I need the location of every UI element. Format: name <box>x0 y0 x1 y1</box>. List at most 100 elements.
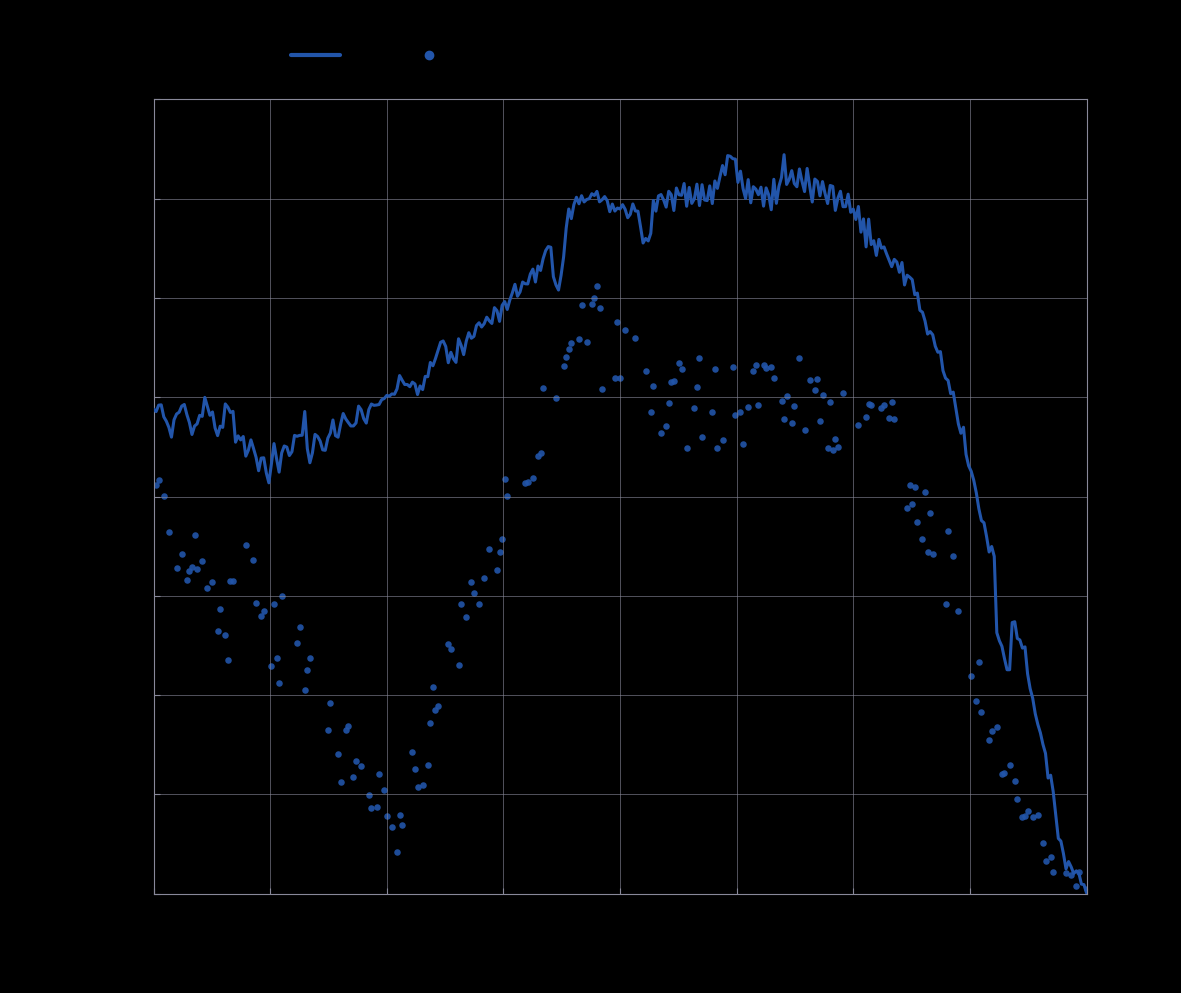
Point <box>1013 808 1032 824</box>
Point <box>882 394 901 410</box>
Point <box>777 388 796 404</box>
Point <box>587 278 606 294</box>
Point <box>1007 791 1026 807</box>
Point <box>828 439 847 455</box>
Point <box>1016 807 1035 823</box>
Point <box>210 601 229 617</box>
Point <box>849 417 868 433</box>
Point <box>898 499 916 515</box>
Point <box>424 678 443 694</box>
Point <box>757 360 776 376</box>
Point <box>764 370 783 386</box>
Point <box>346 753 365 769</box>
Point <box>221 573 240 589</box>
Point <box>488 562 507 578</box>
Point <box>744 363 763 379</box>
Point <box>967 693 986 709</box>
Point <box>611 370 629 386</box>
Point <box>880 410 899 426</box>
Point <box>1044 864 1063 880</box>
Point <box>805 381 824 397</box>
Point <box>987 719 1006 735</box>
Point <box>1023 808 1042 824</box>
Point <box>810 413 829 429</box>
Point <box>637 362 655 378</box>
Point <box>659 395 678 411</box>
Point <box>1069 864 1088 880</box>
Point <box>562 335 581 351</box>
Point <box>273 588 292 604</box>
Point <box>321 695 340 711</box>
Point <box>1036 853 1055 869</box>
Point <box>615 322 634 338</box>
Point <box>247 595 266 611</box>
Point <box>554 358 573 374</box>
Point <box>906 480 925 496</box>
Point <box>523 470 542 486</box>
Point <box>762 359 781 375</box>
Point <box>902 496 921 511</box>
Point <box>749 397 768 413</box>
Point <box>495 471 514 487</box>
Point <box>705 361 724 377</box>
Point <box>492 530 511 546</box>
Point <box>731 404 750 420</box>
Point <box>208 623 227 638</box>
Point <box>339 718 358 734</box>
Point <box>387 844 406 860</box>
Point <box>518 474 537 490</box>
Point <box>367 798 386 814</box>
Point <box>418 757 437 773</box>
Point <box>626 331 645 347</box>
Point <box>159 524 178 540</box>
Point <box>267 649 286 665</box>
Point <box>918 544 937 560</box>
Point <box>359 787 378 803</box>
Point <box>775 410 794 426</box>
Point <box>1077 881 1096 897</box>
Point <box>795 422 814 438</box>
Point <box>913 530 932 546</box>
Point <box>703 404 722 420</box>
Point <box>1000 758 1019 774</box>
Point <box>291 620 309 636</box>
Point <box>1042 849 1061 865</box>
Point <box>692 429 711 445</box>
Point <box>948 604 967 620</box>
Point <box>390 807 409 823</box>
Point <box>464 585 483 601</box>
Point <box>939 522 958 538</box>
Point <box>569 331 588 347</box>
Point <box>560 342 579 357</box>
Point <box>457 609 476 625</box>
Point <box>374 782 393 798</box>
Point <box>146 477 165 493</box>
Point <box>970 654 988 670</box>
Point <box>449 657 468 673</box>
Point <box>572 297 590 313</box>
Point <box>677 440 696 456</box>
Point <box>908 514 927 530</box>
Point <box>344 769 363 784</box>
Point <box>665 372 684 388</box>
Point <box>203 574 222 590</box>
Point <box>644 378 663 394</box>
Point <box>937 597 955 613</box>
Point <box>1029 807 1048 823</box>
Point <box>813 387 831 403</box>
Point <box>657 418 676 434</box>
Point <box>782 415 801 431</box>
Point <box>149 472 168 488</box>
Point <box>746 357 765 373</box>
Point <box>862 397 881 413</box>
Point <box>785 398 804 414</box>
Point <box>556 349 575 364</box>
Point <box>244 552 263 568</box>
Point <box>755 356 774 372</box>
Point <box>328 747 347 763</box>
Point <box>590 300 609 316</box>
Point <box>168 560 187 576</box>
Point <box>172 546 191 562</box>
Point <box>606 369 625 385</box>
Point <box>915 485 934 500</box>
